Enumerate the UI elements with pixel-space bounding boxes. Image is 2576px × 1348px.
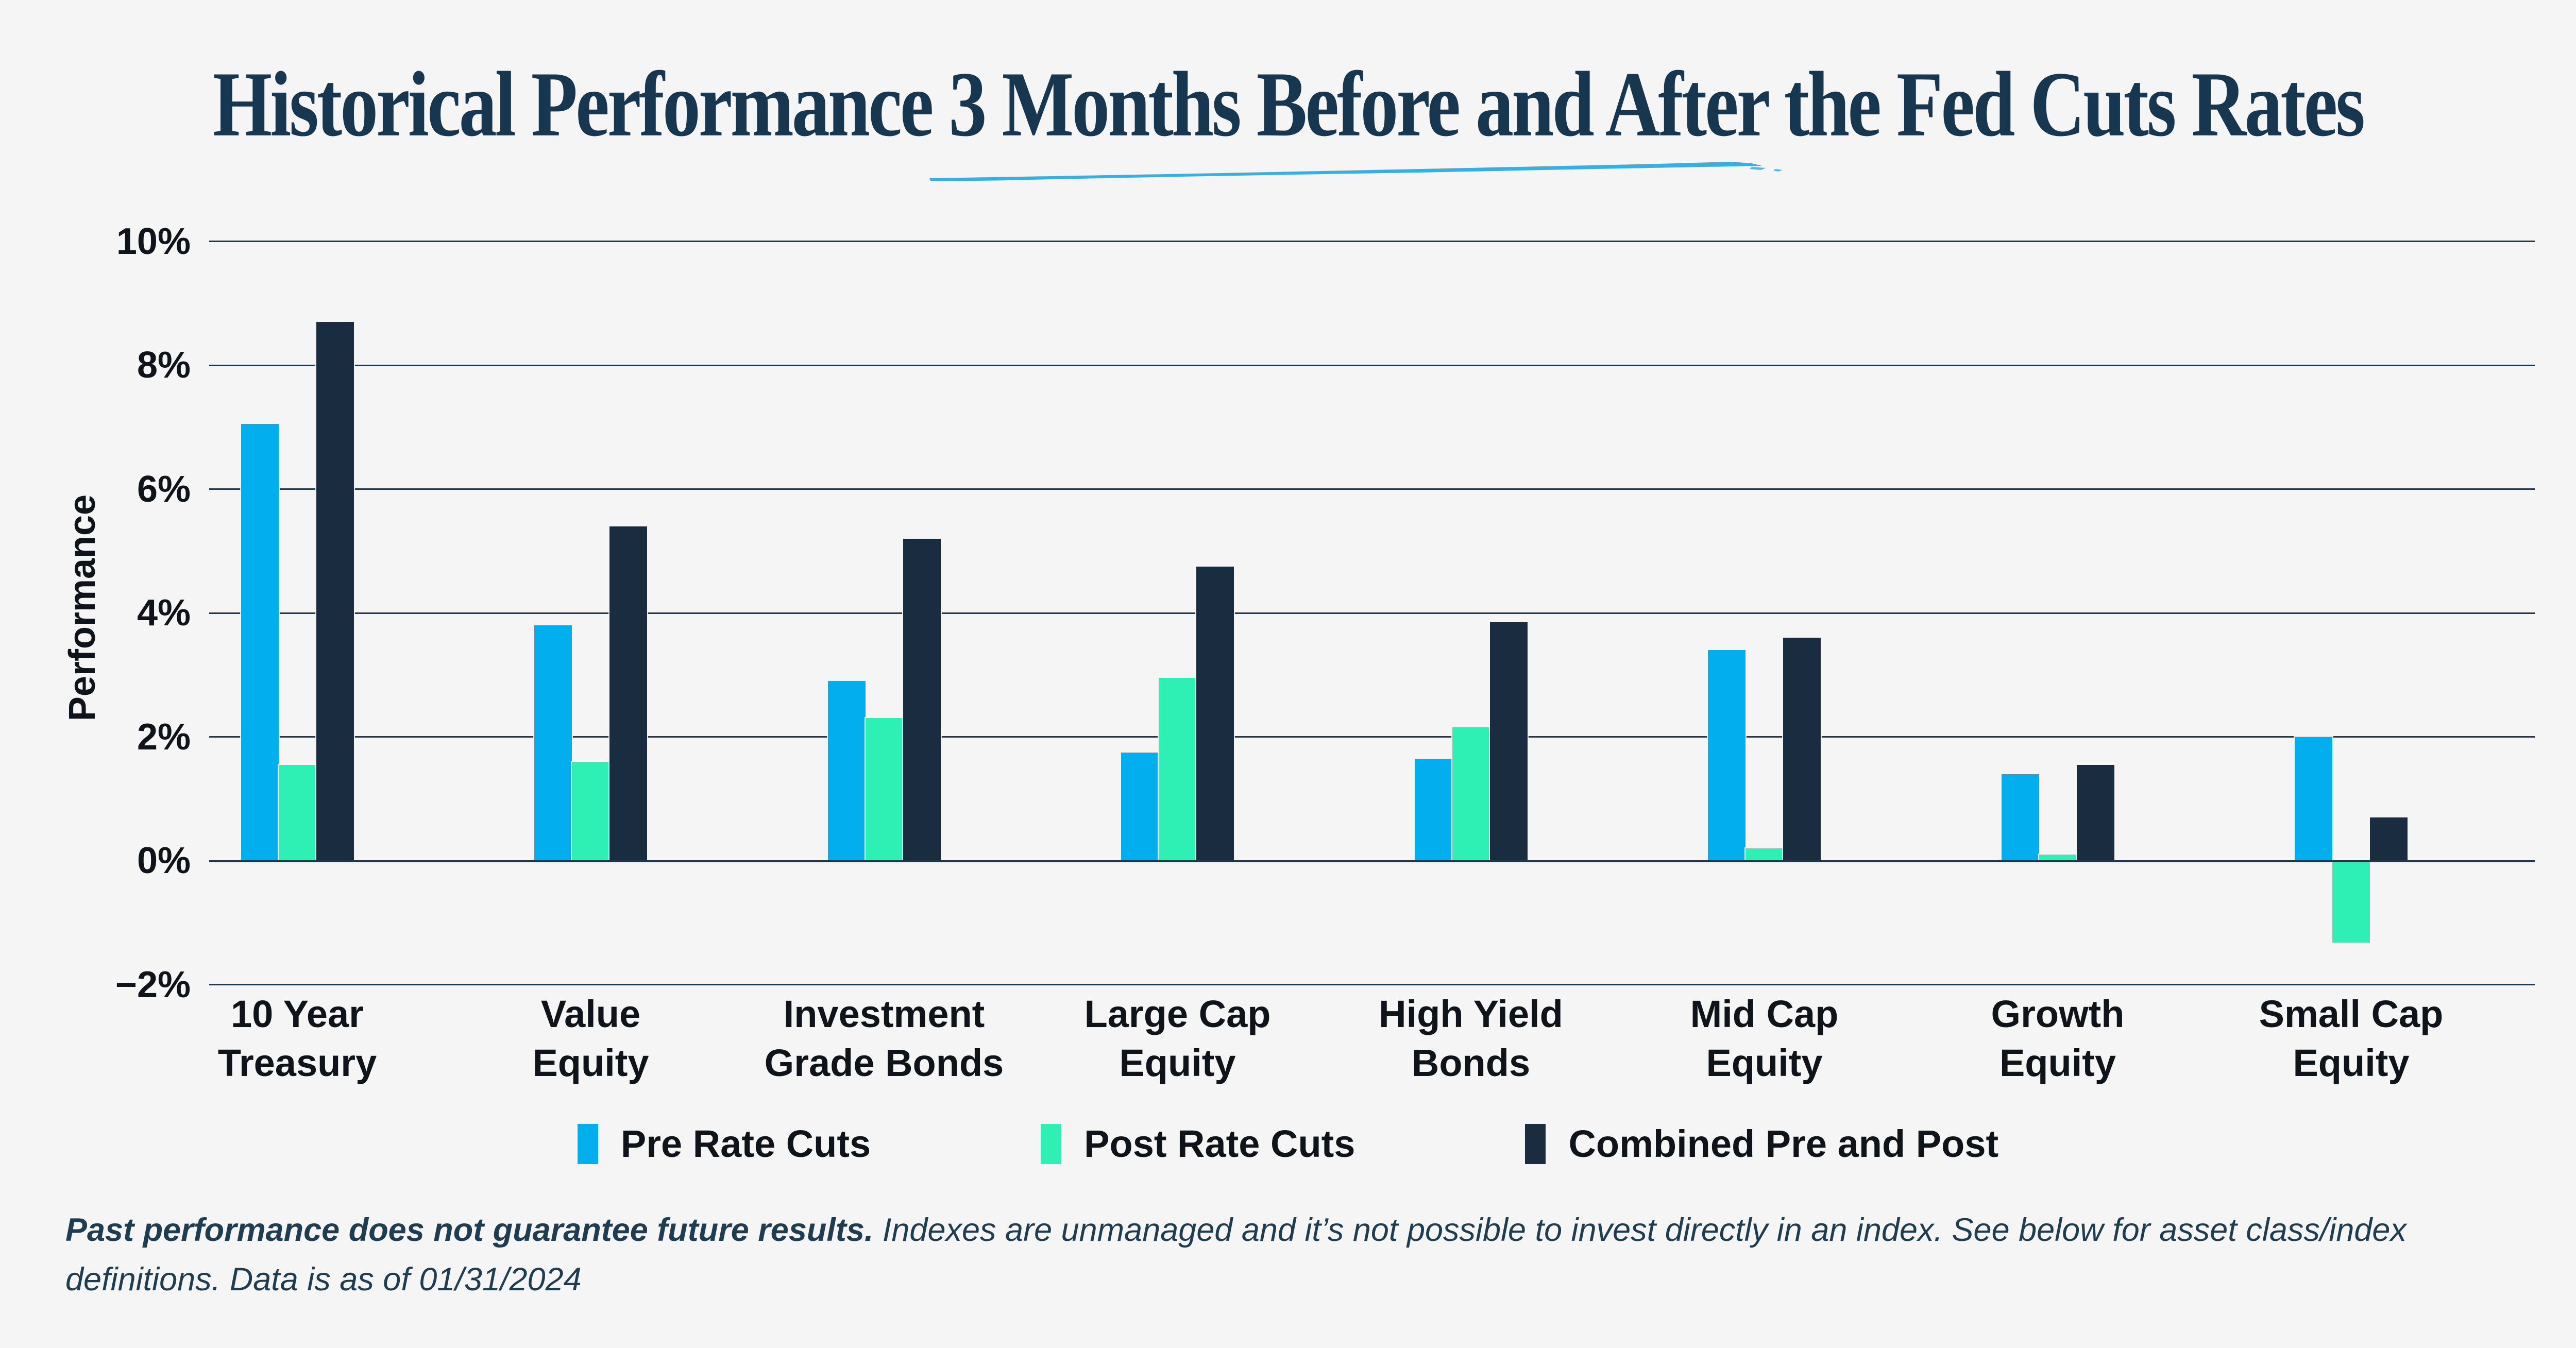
bar	[2076, 764, 2114, 861]
bar	[2295, 737, 2332, 861]
x-axis-category-label: Value Equity	[426, 990, 756, 1087]
x-axis-category-line: Small Cap	[2259, 993, 2444, 1035]
bar	[1159, 678, 1196, 861]
bar	[1196, 566, 1234, 861]
plot-gridline	[209, 241, 2535, 242]
bar	[2332, 862, 2370, 943]
x-axis-category-label: Investment Grade Bonds	[719, 990, 1049, 1087]
footer-disclaimer: Past performance does not guarantee futu…	[65, 1205, 2510, 1305]
plot-gridline	[209, 736, 2535, 738]
x-axis-category-line: Mid Cap	[1690, 993, 1839, 1035]
bar	[2001, 774, 2039, 861]
x-axis-category-label: Mid Cap Equity	[1600, 990, 1929, 1087]
x-axis-category-line: 10 Year	[231, 993, 364, 1035]
bar	[2370, 817, 2408, 861]
x-axis-category-line: Treasury	[217, 1041, 377, 1084]
bar	[1121, 752, 1159, 861]
legend-item: Combined Pre and Post	[1525, 1122, 1998, 1166]
legend-label: Combined Pre and Post	[1568, 1122, 1999, 1165]
y-axis-tick-label: 10%	[116, 220, 191, 262]
footer-disclaimer-text: Indexes are unmanaged and it’s not possi…	[65, 1212, 2406, 1298]
x-axis-category-line: Bonds	[1411, 1041, 1531, 1084]
x-axis-category-line: Equity	[1999, 1041, 2116, 1084]
plot-gridline	[209, 488, 2535, 490]
footer-disclaimer-bold: Past performance does not guarantee futu…	[65, 1212, 874, 1248]
bar	[2039, 854, 2077, 861]
x-axis-category-line: High Yield	[1379, 993, 1563, 1035]
zero-baseline	[209, 860, 2535, 862]
bar	[278, 764, 316, 861]
x-axis-category-line: Equity	[532, 1041, 649, 1084]
bar	[827, 681, 866, 861]
x-axis-category-label: Growth Equity	[1893, 990, 2223, 1087]
legend-swatch	[1041, 1123, 1062, 1164]
legend-swatch	[1525, 1123, 1546, 1164]
legend-item: Pre Rate Cuts	[577, 1122, 871, 1166]
bar	[903, 538, 941, 861]
legend-label: Post Rate Cuts	[1084, 1122, 1355, 1165]
legend-label: Pre Rate Cuts	[620, 1122, 871, 1165]
y-axis-tick-label: 0%	[137, 840, 191, 881]
plot-gridline	[209, 984, 2535, 985]
plot-gridline	[209, 364, 2535, 366]
bar	[1414, 758, 1452, 861]
x-axis-category-label: Large Cap Equity	[1013, 990, 1343, 1087]
y-axis-tick-label: 8%	[137, 345, 191, 386]
plot-gridline	[209, 612, 2535, 614]
x-axis-category-line: Growth	[1991, 993, 2125, 1035]
x-axis-category-line: Equity	[2293, 1041, 2410, 1084]
bar	[865, 718, 903, 861]
bar	[1452, 727, 1490, 861]
bar	[1708, 650, 1745, 861]
bar	[1489, 622, 1528, 861]
bar	[534, 625, 572, 861]
x-axis-category-line: Large Cap	[1084, 993, 1271, 1035]
brush-underline-decoration	[929, 162, 1783, 181]
page-title: Historical Performance 3 Months Before a…	[213, 53, 2365, 157]
x-axis-category-line: Equity	[1706, 1041, 1823, 1084]
bar	[1745, 848, 1783, 861]
bar	[609, 526, 647, 861]
legend-item: Post Rate Cuts	[1041, 1122, 1355, 1166]
y-axis-tick-label: 2%	[137, 716, 191, 758]
x-axis-category-label: 10 Year Treasury	[132, 990, 462, 1087]
y-axis-tick-label: −2%	[115, 964, 191, 1005]
x-axis-category-line: Value	[540, 993, 641, 1035]
legend-swatch	[577, 1123, 598, 1164]
title-area: Historical Performance 3 Months Before a…	[0, 53, 2576, 156]
bar	[572, 761, 609, 861]
chart-legend: Pre Rate Cuts Post Rate Cuts Combined Pre …	[0, 1122, 2576, 1166]
x-axis-category-line: Grade Bonds	[764, 1041, 1004, 1084]
x-axis-category-label: High Yield Bonds	[1306, 990, 1636, 1087]
bar	[1783, 638, 1821, 861]
y-axis-tick-label: 6%	[137, 468, 191, 510]
x-axis-category-line: Equity	[1119, 1041, 1236, 1084]
x-axis-category-line: Investment	[783, 993, 985, 1035]
y-axis-tick-label: 4%	[137, 592, 191, 634]
bar	[316, 321, 354, 861]
bar	[241, 424, 279, 861]
x-axis-category-label: Small Cap Equity	[2187, 990, 2516, 1087]
